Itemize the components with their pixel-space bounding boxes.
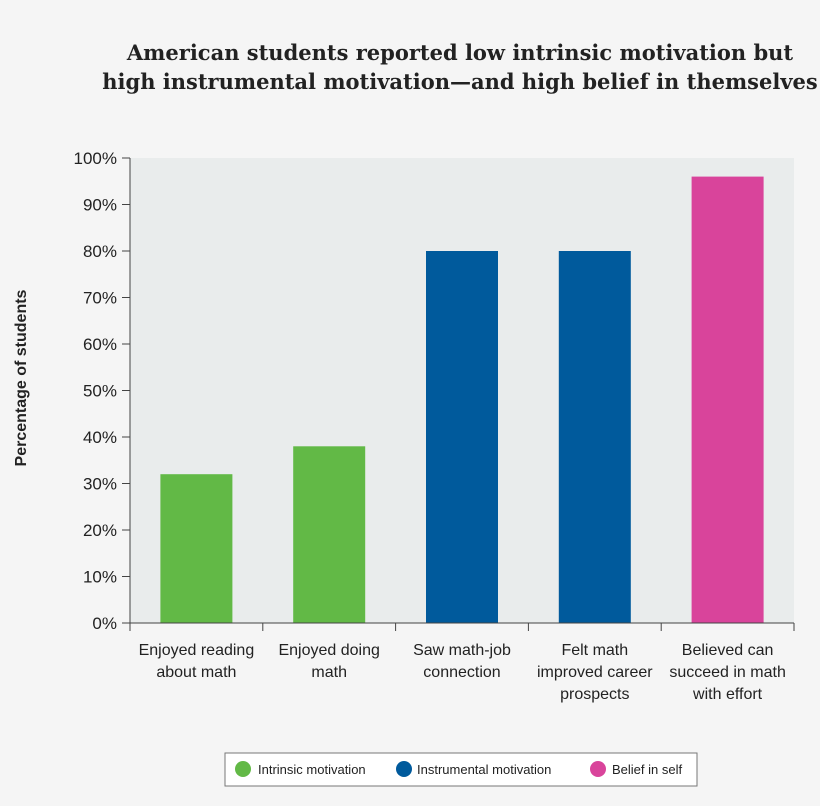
chart-title-line-2: high instrumental motivation—and high be… bbox=[102, 69, 817, 94]
x-category-label: Felt math improved career prospects bbox=[537, 642, 653, 703]
y-tick-label: 50% bbox=[83, 382, 117, 401]
bar-4 bbox=[558, 251, 631, 623]
x-category-label: Enjoyed doing math bbox=[278, 642, 379, 681]
bar-series bbox=[160, 176, 764, 623]
bar-2 bbox=[293, 446, 366, 623]
legend-label: Intrinsic motivation bbox=[258, 762, 366, 777]
chart-title-line-1: American students reported low intrinsic… bbox=[126, 40, 794, 65]
y-tick-label: 100% bbox=[74, 149, 117, 168]
y-axis: 0% 10% 20% 30% 40% 50% 60% 70% 80% 90% 100% bbox=[74, 149, 131, 633]
y-tick-label: 40% bbox=[83, 428, 117, 447]
legend-swatch bbox=[590, 761, 606, 777]
y-tick-label: 60% bbox=[83, 335, 117, 354]
x-category-label: Saw math-job connection bbox=[413, 642, 511, 681]
y-tick-label: 0% bbox=[92, 614, 117, 633]
y-tick-label: 70% bbox=[83, 289, 117, 308]
legend-label: Belief in self bbox=[612, 762, 682, 777]
y-tick-label: 20% bbox=[83, 521, 117, 540]
bar-1 bbox=[160, 474, 233, 623]
bar-5 bbox=[691, 176, 764, 623]
y-tick-label: 30% bbox=[83, 475, 117, 494]
y-axis-label: Percentage of students bbox=[13, 289, 30, 466]
legend-label: Instrumental motivation bbox=[417, 762, 551, 777]
bar-3 bbox=[426, 251, 498, 623]
legend: Intrinsic motivation Instrumental motivat… bbox=[224, 752, 698, 787]
y-tick-label: 90% bbox=[83, 196, 117, 215]
y-tick-label: 10% bbox=[83, 568, 117, 587]
legend-swatch bbox=[396, 761, 412, 777]
x-category-label: Enjoyed reading about math bbox=[139, 642, 255, 681]
legend-swatch bbox=[235, 761, 251, 777]
y-tick-label: 80% bbox=[83, 242, 117, 261]
legend-box bbox=[224, 752, 698, 787]
x-axis: Enjoyed reading about math Enjoyed doing ma… bbox=[129, 622, 795, 703]
x-category-label: Believed can succeed in math with effort bbox=[669, 642, 786, 703]
